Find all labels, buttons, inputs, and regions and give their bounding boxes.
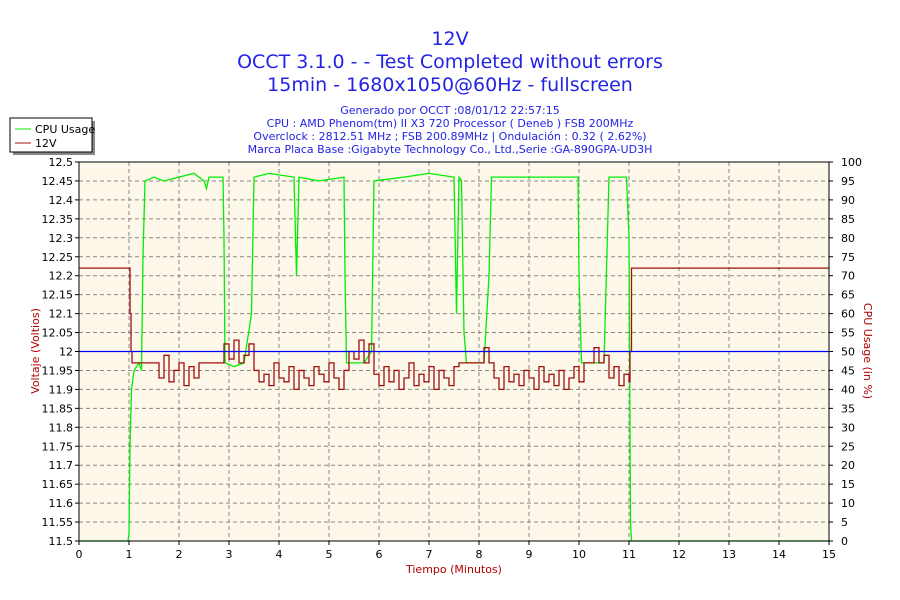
y2-tick-label: 100 [841, 156, 862, 169]
y2-tick-label: 50 [841, 346, 855, 359]
y2-tick-label: 80 [841, 232, 855, 245]
chart-subtitle-1: OCCT 3.1.0 - - Test Completed without er… [237, 51, 663, 73]
series-group [79, 172, 829, 542]
series-line-cpu-usage [79, 172, 829, 542]
y-tick-label: 12.45 [42, 175, 74, 188]
x-tick-label: 0 [76, 548, 83, 561]
info-line-3: Overclock : 2812.51 MHz ; FSB 200.89MHz … [253, 130, 646, 143]
y-tick-label: 11.55 [42, 516, 74, 529]
series-line-12v [79, 267, 829, 391]
y2-tick-label: 35 [841, 402, 855, 415]
chart-subtitle-2: 15min - 1680x1050@60Hz - fullscreen [267, 74, 633, 96]
y2-tick-label: 55 [841, 327, 855, 340]
y-tick-label: 12.35 [42, 213, 74, 226]
x-tick-label: 13 [722, 548, 736, 561]
x-tick-label: 11 [622, 548, 636, 561]
y-tick-label: 11.5 [49, 535, 74, 548]
y-tick-label: 11.8 [49, 421, 74, 434]
legend-label-12v: 12V [35, 137, 57, 150]
y2-tick-label: 10 [841, 497, 855, 510]
y2-tick-label: 25 [841, 440, 855, 453]
legend-box [9, 117, 93, 153]
x-tick-label: 14 [772, 548, 786, 561]
y-tick-label: 12.5 [49, 156, 74, 169]
x-tick-label: 6 [376, 548, 383, 561]
x-tick-label: 8 [476, 548, 483, 561]
y-tick-label: 12.2 [49, 270, 74, 283]
x-tick-label: 3 [226, 548, 233, 561]
y2-axis-label: CPU Usage (in %) [861, 303, 874, 399]
y2-tick-label: 5 [841, 516, 848, 529]
x-tick-label: 12 [672, 548, 686, 561]
y2-tick-label: 90 [841, 194, 855, 207]
ticks: 0 1 2 3 4 5 6 7 8 9 10 11 12 13 14 1511.511.5511.611.65… [42, 156, 863, 561]
y2-tick-label: 75 [841, 251, 855, 264]
y2-tick-label: 40 [841, 383, 855, 396]
y2-tick-label: 45 [841, 364, 855, 377]
y2-tick-label: 95 [841, 175, 855, 188]
y-tick-label: 12.1 [49, 308, 74, 321]
y2-tick-label: 65 [841, 289, 855, 302]
y-tick-label: 11.65 [42, 478, 74, 491]
y2-tick-label: 0 [841, 535, 848, 548]
x-tick-label: 2 [176, 548, 183, 561]
x-tick-label: 4 [276, 548, 283, 561]
x-axis-label: Tiempo (Minutos) [405, 563, 502, 576]
y-tick-label: 11.7 [49, 459, 74, 472]
x-tick-label: 1 [126, 548, 133, 561]
y-tick-label: 12.4 [49, 194, 74, 207]
y-tick-label: 11.9 [49, 383, 74, 396]
y-tick-label: 12.05 [42, 327, 74, 340]
y-axis-label: Voltaje (Voltios) [29, 308, 42, 394]
y-tick-label: 12 [59, 346, 73, 359]
y2-tick-label: 70 [841, 270, 855, 283]
y-tick-label: 11.75 [42, 440, 74, 453]
x-tick-label: 5 [326, 548, 333, 561]
y2-tick-label: 15 [841, 478, 855, 491]
y2-tick-label: 30 [841, 421, 855, 434]
y-tick-label: 11.6 [49, 497, 74, 510]
info-line-2: CPU : AMD Phenom(tm) II X3 720 Processor… [267, 117, 634, 130]
y-tick-label: 11.95 [42, 364, 74, 377]
y-tick-label: 12.25 [42, 251, 74, 264]
info-line-1: Generado por OCCT :08/01/12 22:57:15 [340, 104, 559, 117]
y2-tick-label: 60 [841, 308, 855, 321]
chart-title: 12V [431, 28, 468, 50]
info-line-4: Marca Placa Base :Gigabyte Technology Co… [248, 143, 653, 156]
y-tick-label: 12.15 [42, 289, 74, 302]
legend: CPU Usage 12V [9, 117, 95, 155]
y-tick-label: 12.3 [49, 232, 74, 245]
legend-label-cpu: CPU Usage [35, 123, 95, 136]
x-tick-label: 7 [426, 548, 433, 561]
y-tick-label: 11.85 [42, 402, 74, 415]
x-tick-label: 15 [822, 548, 836, 561]
x-tick-label: 10 [572, 548, 586, 561]
y2-tick-label: 85 [841, 213, 855, 226]
x-tick-label: 9 [526, 548, 533, 561]
plot-border [78, 161, 830, 542]
y2-tick-label: 20 [841, 459, 855, 472]
